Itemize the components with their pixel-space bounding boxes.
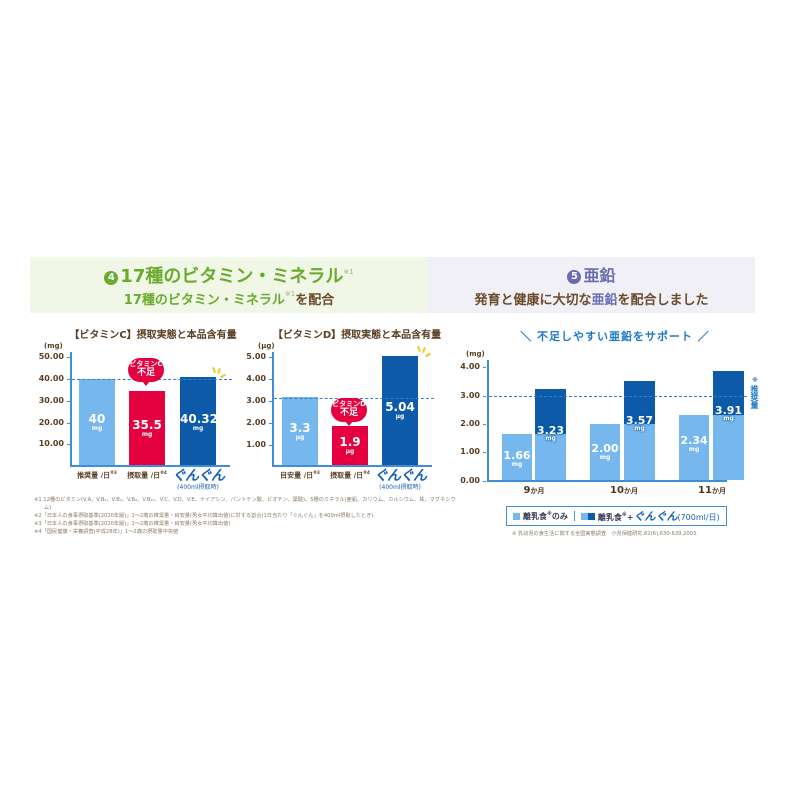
bar-with-gungun: 3.57 mg [624,381,655,480]
brand-sublabel: (400ml摂取時) [379,484,421,491]
recommended-line [489,396,747,397]
x-label: 推奨量 /日※3 [77,470,117,480]
sparkle-icon [422,346,426,354]
x-label-11-months: 11か月 [698,485,726,496]
footnotes: ※1 12種のビタミン(V.A、V.B₁、V.B₂、V.B₆、V.B₁₂、V.C… [34,496,456,536]
footnote: ※3「日本人の食事摂取基準(2020年版)」1～2歳の推奨量・目安量(男女平均算… [34,521,231,527]
y-tick: 4.00 [232,374,272,383]
legend-swatch-light [580,512,588,520]
section4-subtitle: 17種のビタミン・ミネラル※1を配合 [123,290,335,308]
legend-item-with-gungun: 離乳食※+ぐんぐん(700ml/日) [597,510,720,523]
y-tick: 3.00 [232,396,272,405]
section-number-badge: 4 [104,271,119,285]
x-label-10-months: 10か月 [610,485,638,496]
bar-baby-food-only: 1.66 mg [502,434,532,480]
bar-with-gungun: 3.91 mg [713,371,744,480]
section4-title: 4 17種のビタミン・ミネラル※1 [30,262,428,288]
section5-subtitle: 発育と健康に大切な亜鉛を配合しました [474,293,709,308]
y-axis-unit: (mg) [44,342,63,350]
y-tick: 40.00 [30,374,70,383]
y-tick: 3.00 [446,391,486,400]
y-axis [70,352,72,467]
bar-base-segment [535,434,566,480]
section-number-badge: 5 [567,270,582,284]
y-tick: 30.00 [30,396,70,405]
footnote: ※2「日本人の食事摂取基準(2020年版)」1～2歳の推奨量・目安量(男女平均算… [34,513,374,519]
brand-logo: ぐんぐん [172,468,225,484]
source-note: ※ 乳幼児の食生活に関する全国実態調査 小児保健研究,62(6),630-639… [512,531,698,537]
legend-swatch-dark [587,512,595,520]
bar-with-gungun: 3.23 mg [535,389,566,480]
sparkle-icon [417,345,421,353]
vitd-chart-title: 【ビタミンD】摂取実態と本品含有量 [272,330,442,341]
x-axis [70,465,230,467]
y-axis-unit: (μg) [258,342,275,350]
y-axis [487,360,489,482]
sparkle-icon [212,366,216,374]
legend-swatch-light [513,512,520,520]
x-label: 摂取量 /日※4 [330,470,370,480]
y-tick: 0.00 [446,476,486,485]
y-tick: 2.00 [232,418,272,427]
zinc-chart-banner: ＼ 不足しやすい亜鉛をサポート ／ [520,330,710,343]
vitc-chart-title: 【ビタミンC】摂取実態と本品含有量 [69,330,237,341]
bar-gungun: 40.32 mg [180,377,218,465]
bar-intake: 1.9 μg [332,426,368,465]
bar-recommended: 40 mg [79,379,115,465]
section5-title: 5 亜鉛 [428,262,755,286]
bar-baby-food-only: 2.34 mg [679,415,709,480]
section5-header: 5 亜鉛 発育と健康に大切な亜鉛を配合しました [428,257,755,313]
footnote: ※1 12種のビタミン(V.A、V.B₁、V.B₂、V.B₆、V.B₁₂、V.C… [34,497,456,503]
bar-base-segment [713,415,744,480]
bar-gungun: 5.04 μg [382,356,418,465]
y-tick: 2.00 [446,419,486,428]
sparkle-icon [424,352,432,358]
y-tick: 4.00 [446,362,486,371]
x-label: 摂取量 /日※4 [127,470,167,480]
x-label: 目安量 /日※3 [280,470,320,480]
recommended-label: ※ 推奨量 [750,377,759,409]
deficiency-bubble: ビタミンD 不足 [331,398,367,426]
brand-sublabel: (400ml摂取時) [177,484,219,491]
y-tick: 5.00 [232,352,272,361]
y-tick: 1.00 [232,440,272,449]
chart-legend: 離乳食※のみ 離乳食※+ぐんぐん(700ml/日) [506,506,727,526]
deficiency-bubble: ビタミンC 不足 [128,358,164,386]
x-axis [487,480,727,482]
legend-divider [573,511,575,521]
y-tick: 50.00 [30,352,70,361]
y-tick: 20.00 [30,418,70,427]
y-axis-unit: (mg) [466,350,485,358]
sparkle-icon [219,373,227,379]
x-label-9-months: 9か月 [523,485,545,496]
sparkle-icon [217,367,221,375]
legend-item-baby-food: 離乳食※のみ [523,510,568,521]
bar-base-segment [624,424,655,480]
section4-header: 4 17種のビタミン・ミネラル※1 17種のビタミン・ミネラル※1を配合 [30,257,428,313]
bar-intake: 35.5 mg [129,391,165,465]
y-tick: 10.00 [30,439,70,448]
footnote: ム) [44,505,52,511]
y-axis [272,352,274,467]
footnote: ※4「国民健康・栄養調査(平成28年)」1～2歳の摂取量中央値 [34,529,179,535]
brand-logo: ぐんぐん [374,468,427,484]
bar-adequate: 3.3 μg [282,397,318,465]
y-tick: 1.00 [446,447,486,456]
x-axis [272,465,432,467]
bar-baby-food-only: 2.00 mg [590,424,620,480]
